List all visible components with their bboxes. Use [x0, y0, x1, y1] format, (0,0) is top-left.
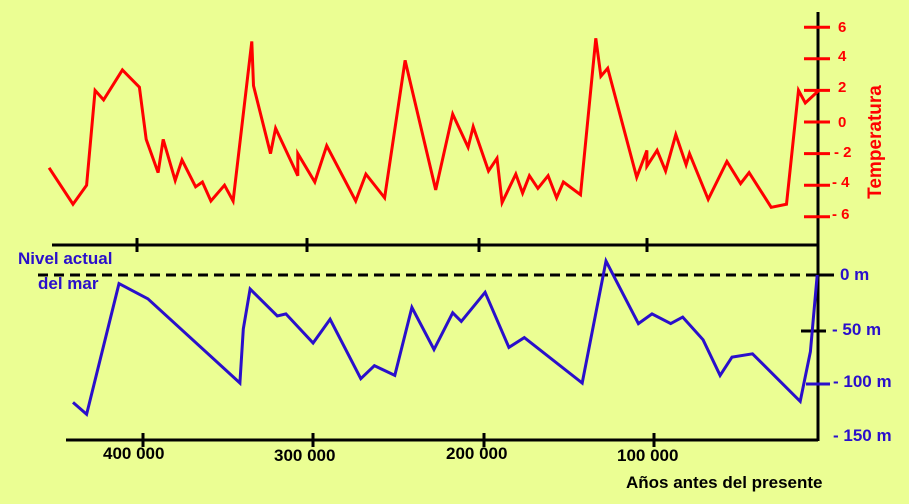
temperature-axis-title: Temperatura	[865, 85, 886, 199]
sea-level-reference-label-line2: del mar	[38, 274, 99, 293]
x-axis-ticks	[141, 433, 656, 447]
temp-tick-label: - 2	[834, 144, 852, 161]
temp-tick-label: 6	[838, 19, 847, 36]
sea-level-tick-label: - 150 m	[833, 426, 892, 445]
sea-level-series-line	[72, 256, 819, 418]
x-axis-title: Años antes del presente	[626, 473, 823, 492]
sea-level-tick-label: 0 m	[840, 265, 870, 284]
x-tick-label: 200 000	[446, 444, 508, 463]
sea-level-reference-label-line1: Nivel actual	[18, 249, 113, 268]
x-tick-label: 400 000	[103, 444, 165, 463]
sea-level-tick-label: - 100 m	[833, 372, 892, 391]
temp-tick-label: 2	[838, 79, 847, 96]
temp-tick-label: 4	[838, 48, 847, 65]
x-tick-label: 300 000	[274, 446, 336, 465]
temp-tick-label: 0	[838, 114, 847, 131]
temp-tick-label: - 6	[832, 206, 850, 223]
temperature-time-axis-ticks	[135, 238, 649, 252]
sea-level-tick-label: - 50 m	[832, 320, 882, 339]
temperature-series-line	[47, 38, 820, 209]
x-tick-label: 100 000	[617, 446, 679, 465]
temp-tick-label: - 4	[832, 174, 850, 191]
